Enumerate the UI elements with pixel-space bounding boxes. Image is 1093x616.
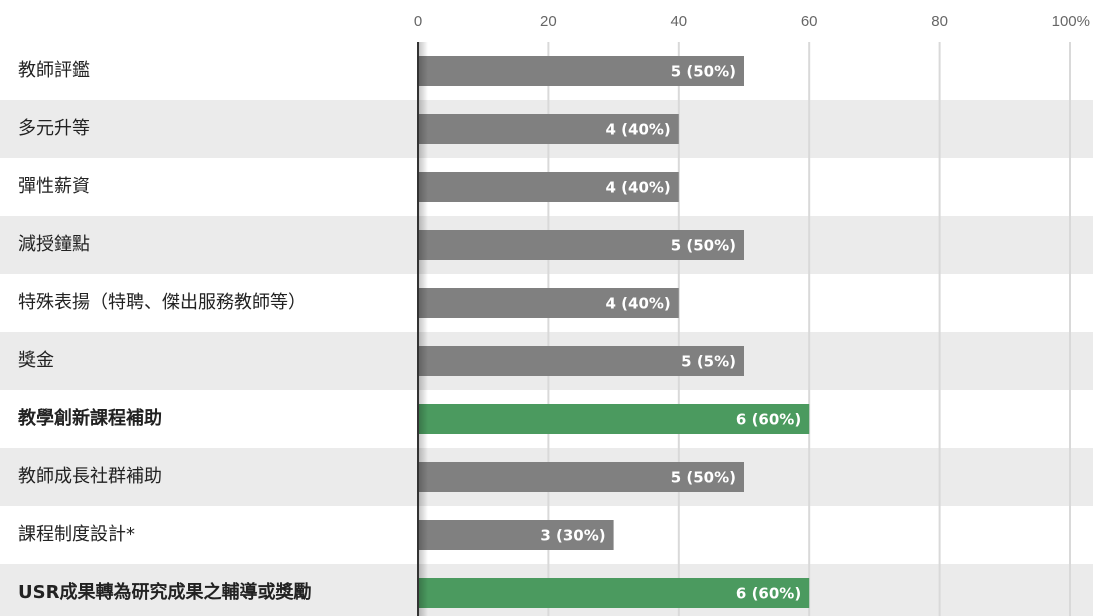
- bar: [418, 288, 679, 318]
- value-label: 4 (40%): [606, 121, 671, 139]
- category-label: 彈性薪資: [18, 176, 90, 197]
- x-tick-label: 20: [540, 13, 557, 30]
- category-label: 教師成長社群補助: [18, 466, 162, 487]
- bar: [418, 230, 744, 260]
- bar: [418, 172, 679, 202]
- axis-shadow: [418, 42, 428, 616]
- category-label: 減授鐘點: [18, 234, 90, 255]
- value-label: 4 (40%): [606, 295, 671, 313]
- category-label: 多元升等: [18, 118, 90, 139]
- x-tick-label: 60: [801, 13, 818, 30]
- bar: [418, 578, 810, 608]
- value-label: 5 (5%): [681, 353, 736, 371]
- value-label: 4 (40%): [606, 179, 671, 197]
- value-label: 3 (30%): [540, 527, 605, 545]
- category-label: 教師評鑑: [18, 60, 90, 81]
- x-tick-label: 40: [670, 13, 687, 30]
- bar: [418, 346, 744, 376]
- bar: [418, 56, 744, 86]
- x-tick-label: 80: [931, 13, 948, 30]
- category-label: 特殊表揚（特聘、傑出服務教師等）: [18, 292, 306, 313]
- bar: [418, 462, 744, 492]
- category-label: 教學創新課程補助: [18, 407, 162, 429]
- value-label: 5 (50%): [671, 469, 736, 487]
- value-label: 6 (60%): [736, 411, 801, 429]
- category-label: 課程制度設計*: [18, 524, 135, 545]
- value-label: 6 (60%): [736, 585, 801, 603]
- x-tick-label: 100%: [1052, 13, 1090, 30]
- value-label: 5 (50%): [671, 63, 736, 81]
- bar: [418, 404, 810, 434]
- x-tick-label: 0: [414, 13, 422, 30]
- category-label: 獎金: [18, 350, 54, 371]
- value-label: 5 (50%): [671, 237, 736, 255]
- category-label: USR成果轉為研究成果之輔導或獎勵: [18, 581, 311, 603]
- bar: [418, 114, 679, 144]
- bar: [418, 520, 614, 550]
